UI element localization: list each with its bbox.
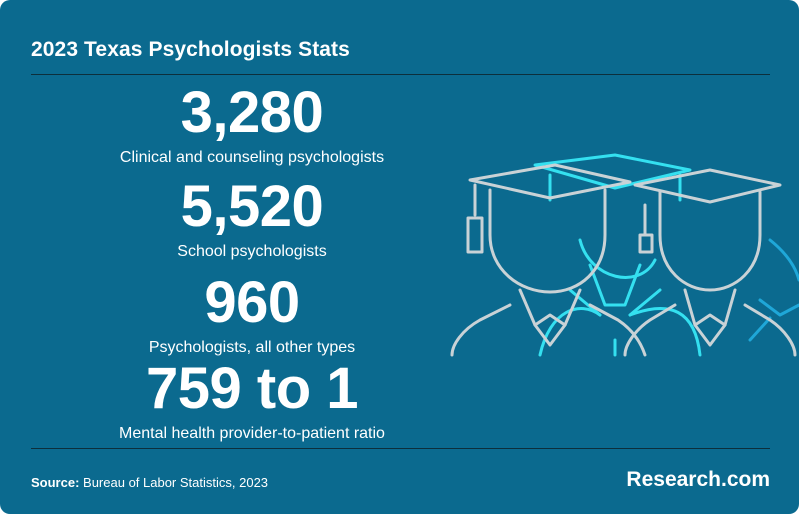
stat-value: 759 to 1 bbox=[146, 356, 359, 421]
stat-clinical-counseling: 3,280 Clinical and counseling psychologi… bbox=[31, 84, 473, 166]
graduates-in-caps-icon bbox=[450, 153, 799, 357]
graduate-figure-front bbox=[450, 163, 647, 357]
graduate-figure-far bbox=[748, 238, 799, 342]
graduate-figure-right bbox=[623, 168, 797, 357]
stat-label: Clinical and counseling psychologists bbox=[119, 149, 385, 166]
source-label: Source: bbox=[31, 475, 80, 490]
bottom-divider bbox=[31, 448, 770, 449]
stat-label: School psychologists bbox=[177, 243, 327, 260]
stat-school: 5,520 School psychologists bbox=[31, 178, 473, 260]
stat-label: Psychologists, all other types bbox=[148, 339, 356, 356]
stat-value: 3,280 bbox=[180, 80, 324, 145]
stat-label: Mental health provider-to-patient ratio bbox=[119, 425, 385, 442]
top-divider bbox=[31, 74, 770, 75]
stat-provider-ratio: 759 to 1 Mental health provider-to-patie… bbox=[31, 360, 473, 442]
stat-value: 5,520 bbox=[180, 174, 324, 239]
stat-other-types: 960 Psychologists, all other types bbox=[31, 274, 473, 356]
brand-logo: Research.com bbox=[626, 468, 770, 491]
infographic-title: 2023 Texas Psychologists Stats bbox=[31, 38, 350, 61]
source-text: Bureau of Labor Statistics, 2023 bbox=[83, 475, 269, 490]
stat-value: 960 bbox=[204, 270, 300, 335]
source-note: Source: Bureau of Labor Statistics, 2023 bbox=[31, 475, 268, 490]
